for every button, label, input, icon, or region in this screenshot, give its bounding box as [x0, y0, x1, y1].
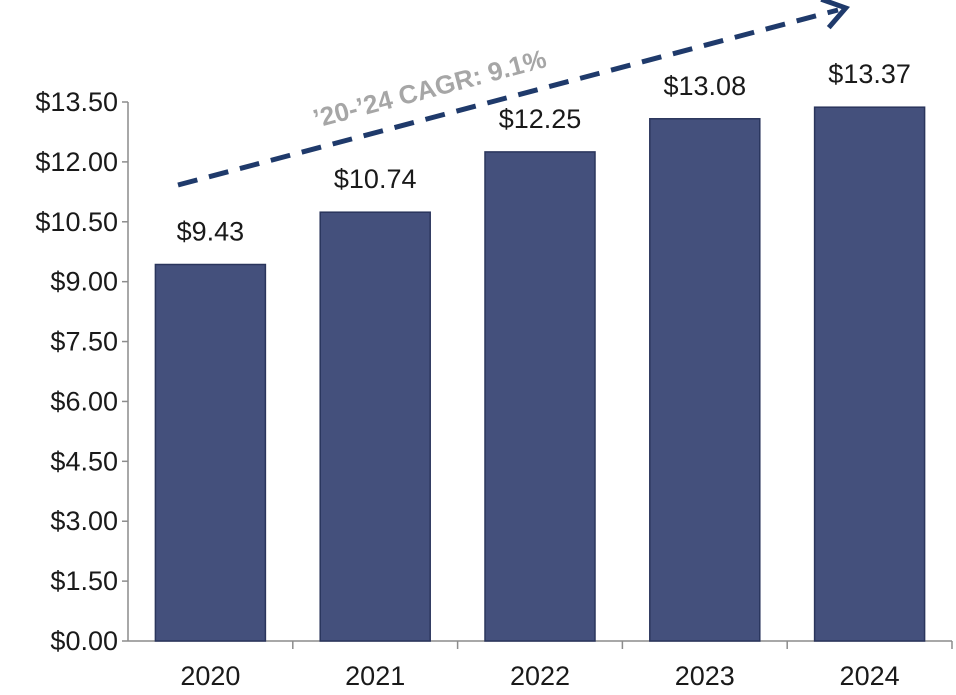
- y-tick-label: $9.00: [50, 267, 118, 297]
- axes: $0.00 $1.50 $3.00 $4.50 $6.00 $7.50 $9.00 $10.5…: [35, 87, 953, 691]
- y-tick-label: $0.00: [50, 626, 118, 656]
- bar-2024: [813, 106, 926, 642]
- data-label: $13.37: [828, 59, 911, 89]
- y-tick-label: $7.50: [50, 327, 118, 357]
- bars: $9.43 $10.74 $12.25 $13.08 $13.37: [154, 59, 926, 642]
- x-tick-label: 2024: [840, 661, 900, 691]
- cagr-arrow-line: [177, 7, 839, 188]
- x-tick-label: 2020: [180, 661, 240, 691]
- y-tick-label: $6.00: [50, 386, 118, 416]
- data-label: $10.74: [334, 164, 417, 194]
- bar-2020: [154, 263, 267, 642]
- y-tick-label: $12.00: [35, 147, 118, 177]
- x-tick-label: 2022: [510, 661, 570, 691]
- data-label: $9.43: [177, 216, 245, 246]
- y-tick-label: $4.50: [50, 446, 118, 476]
- data-label: $12.25: [499, 104, 582, 134]
- y-tick-label: $1.50: [50, 566, 118, 596]
- data-label: $13.08: [664, 71, 747, 101]
- y-tick-label: $13.50: [35, 87, 118, 117]
- y-tick-label: $10.50: [35, 207, 118, 237]
- x-tick-label: 2021: [345, 661, 405, 691]
- cagr-arrow-head: [820, 0, 851, 30]
- bar-2022: [484, 151, 596, 642]
- bar-2023: [649, 118, 761, 642]
- y-tick-label: $3.00: [50, 506, 118, 536]
- bar-2021: [319, 211, 431, 642]
- x-tick-label: 2023: [675, 661, 735, 691]
